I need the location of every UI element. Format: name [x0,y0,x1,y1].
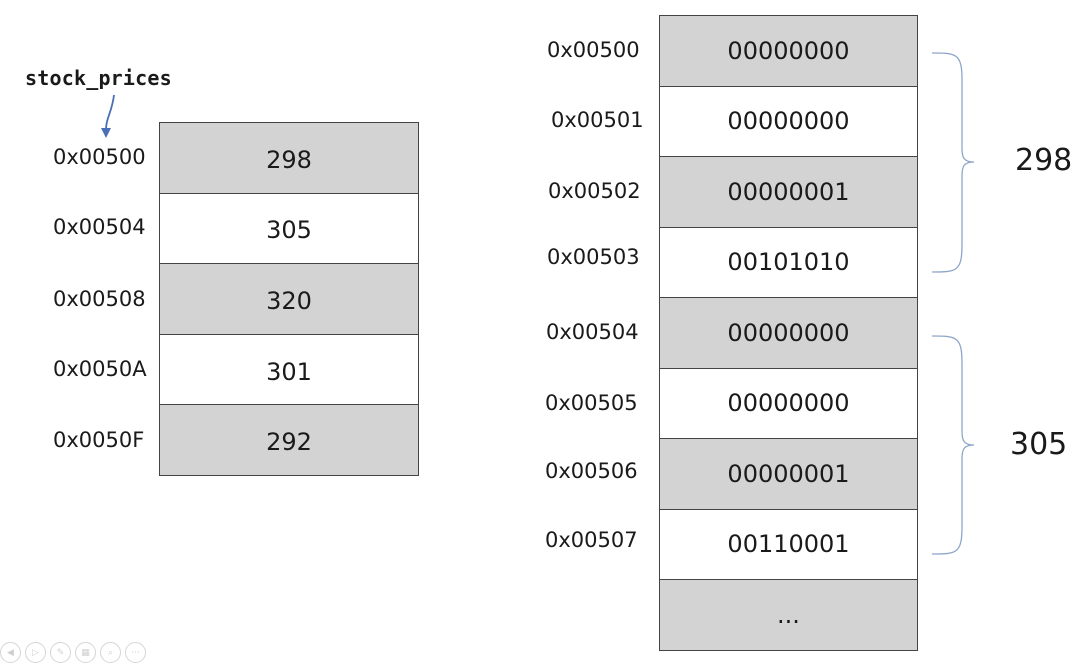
right-address-label: 0x00502 [548,179,641,203]
byte-cell: 00110001 [659,509,918,580]
byte-cell: 00101010 [659,227,918,298]
presentation-controls[interactable]: ◀ ▷ ✎ ▦ ⌕ ⋯ [0,642,146,663]
byte-cell: 00000000 [659,368,918,439]
right-address-label: 0x00503 [547,245,640,269]
previous-icon[interactable]: ◀ [0,642,21,663]
byte-cell: 00000001 [659,157,918,228]
left-cell-value: 292 [159,405,419,476]
left-address-label: 0x00500 [53,145,146,169]
right-address-label: 0x00505 [545,391,638,415]
left-cell-value: 305 [159,193,419,265]
more-icon[interactable]: ⋯ [125,642,146,663]
brace-305-icon [931,335,975,555]
pen-icon[interactable]: ✎ [50,642,71,663]
right-address-label: 0x00500 [547,38,640,62]
byte-cell: 00000000 [659,298,918,369]
play-icon[interactable]: ▷ [25,642,46,663]
right-address-label: 0x00501 [551,108,644,132]
left-cell-value: 298 [159,123,419,194]
ellipsis-cell: ... [659,580,918,651]
left-address-label: 0x0050F [53,428,145,452]
left-address-label: 0x00504 [53,215,146,239]
brace-298-icon [931,52,975,273]
left-address-label: 0x0050A [53,357,147,381]
right-address-label: 0x00507 [545,528,638,552]
slides-icon[interactable]: ▦ [75,642,96,663]
byte-cell: 00000000 [659,86,918,157]
left-cell-value: 320 [159,264,419,335]
right-address-label: 0x00504 [546,320,639,344]
byte-cell: 00000000 [659,16,918,87]
byte-cell: 00000001 [659,439,918,510]
left-cell-value: 301 [159,334,419,406]
brace-value-label: 298 [1015,143,1073,178]
right-memory-table: 00000000 00000000 00000001 00101010 0000… [659,15,918,651]
brace-value-label: 305 [1010,427,1068,462]
zoom-icon[interactable]: ⌕ [100,642,121,663]
brace-icons [931,52,975,555]
left-memory-table: 298 305 320 301 292 [159,122,419,476]
left-address-label: 0x00508 [53,287,146,311]
right-address-label: 0x00506 [545,459,638,483]
pointer-arrow-icon [101,94,115,138]
variable-label: stock_prices [25,66,172,90]
